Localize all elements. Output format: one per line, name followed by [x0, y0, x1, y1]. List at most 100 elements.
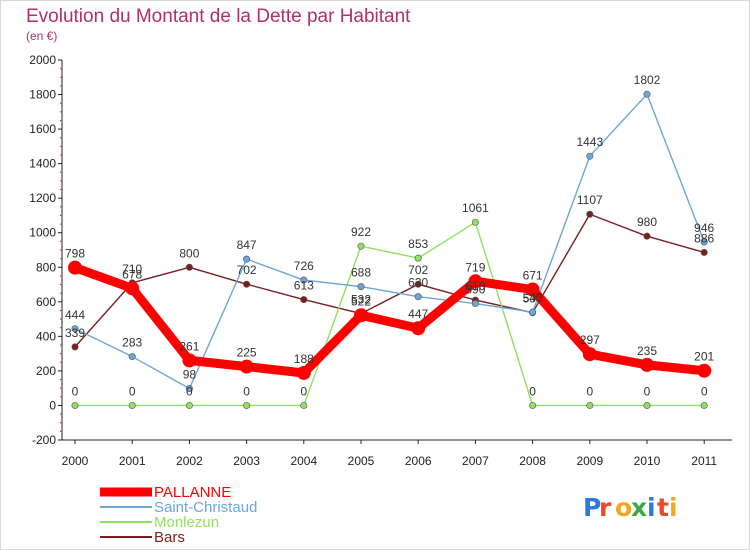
data-point: [71, 401, 79, 409]
data-label: 798: [65, 247, 85, 261]
data-label: 702: [408, 263, 428, 277]
y-tick-label: 2000: [29, 53, 56, 67]
data-label: 719: [465, 260, 485, 274]
chart-subtitle: (en €): [26, 29, 57, 43]
data-point: [414, 254, 422, 262]
series-line: [74, 213, 705, 348]
data-point: [243, 401, 251, 409]
data-label: 610: [465, 279, 485, 293]
logo-letter: P: [583, 493, 601, 522]
data-point: [300, 296, 308, 304]
data-label: 0: [586, 384, 593, 398]
data-label: 1443: [576, 135, 603, 149]
data-point: [68, 260, 82, 275]
data-label: 800: [179, 246, 199, 260]
x-tick-label: 2003: [233, 454, 260, 468]
series-line: [70, 263, 709, 378]
data-label: 922: [351, 225, 371, 239]
series-line: [74, 221, 705, 407]
data-point: [296, 365, 311, 380]
y-tick-label: 200: [36, 364, 56, 378]
data-label: 0: [129, 384, 136, 398]
data-label: 540: [523, 291, 543, 305]
legend-label: Saint-Christaud: [154, 499, 257, 516]
data-label: 98: [183, 368, 197, 382]
data-label: 0: [186, 384, 193, 398]
data-label: 261: [179, 339, 199, 353]
data-label: 444: [65, 308, 85, 322]
data-label: 283: [122, 336, 142, 350]
proxiti-logo: Pr ox i t i: [583, 493, 678, 522]
y-tick-label: 1000: [29, 226, 56, 240]
data-point: [71, 325, 79, 333]
data-point: [643, 401, 651, 409]
y-tick-label: 600: [36, 295, 56, 309]
y-tick-label: 1400: [29, 157, 56, 171]
data-label: 0: [243, 384, 250, 398]
data-point: [468, 274, 483, 289]
data-label: 702: [237, 263, 257, 277]
x-tick-label: 2007: [462, 454, 489, 468]
data-label: 853: [408, 237, 428, 251]
data-point: [300, 401, 308, 409]
data-label: 590: [465, 283, 485, 297]
data-point: [125, 281, 140, 296]
data-label: 532: [351, 293, 371, 307]
data-label: 1107: [577, 193, 603, 207]
data-point: [586, 401, 594, 409]
data-label: 613: [294, 279, 314, 293]
legend-label: Bars: [154, 529, 185, 546]
data-point: [185, 401, 193, 409]
data-label: 0: [300, 384, 307, 398]
logo-letter: i: [647, 493, 656, 522]
data-label: 847: [237, 238, 257, 252]
data-label: 447: [408, 307, 428, 321]
data-point: [582, 347, 597, 362]
data-label: 522: [351, 294, 371, 308]
data-point: [640, 357, 654, 372]
data-label: 630: [408, 276, 428, 290]
y-tick-label: 800: [36, 260, 56, 274]
data-point: [71, 343, 79, 351]
data-label: 0: [72, 384, 79, 398]
series-layer: [68, 90, 712, 409]
data-point: [700, 238, 708, 246]
data-label: 537: [523, 292, 543, 306]
data-label: 0: [644, 384, 651, 398]
data-point: [586, 152, 594, 160]
data-label: 886: [694, 231, 714, 245]
data-point: [529, 401, 537, 409]
data-label: 678: [122, 267, 142, 281]
data-point: [471, 300, 479, 308]
data-label: 339: [65, 326, 85, 340]
legend-label: Monlezun: [154, 514, 219, 531]
data-label: 1061: [462, 201, 489, 215]
x-tick-label: 2008: [519, 454, 546, 468]
data-label: 710: [122, 262, 142, 276]
data-point: [128, 401, 136, 409]
data-label: 980: [637, 215, 657, 229]
x-tick-label: 2001: [119, 454, 146, 468]
x-tick-label: 2006: [405, 454, 432, 468]
data-point: [414, 293, 422, 301]
logo-letter: r: [599, 493, 612, 522]
y-tick-label: 400: [36, 329, 56, 343]
data-point: [239, 359, 254, 374]
x-tick-label: 2002: [176, 454, 203, 468]
logo-letter: t: [657, 493, 669, 522]
data-point: [185, 263, 193, 271]
data-label: 1802: [634, 73, 661, 87]
x-tick-label: 2004: [290, 454, 317, 468]
data-point: [586, 210, 594, 218]
x-tick-label: 2011: [691, 454, 717, 468]
y-tick-label: 1600: [29, 122, 56, 136]
data-point: [357, 283, 365, 291]
y-tick-label: 1800: [29, 88, 56, 102]
logo-letter: i: [669, 493, 678, 522]
data-label: 688: [351, 266, 371, 280]
data-point: [357, 242, 365, 250]
y-tick-label: 0: [49, 398, 56, 412]
data-point: [354, 308, 368, 323]
x-tick-label: 2009: [576, 454, 603, 468]
